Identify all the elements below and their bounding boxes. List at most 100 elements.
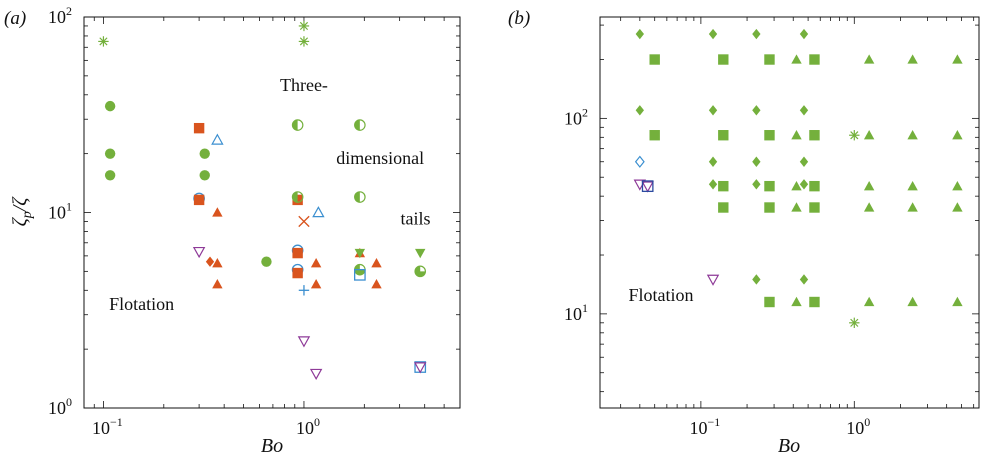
data-point-square-filled bbox=[809, 180, 820, 192]
data-point-diamond-filled bbox=[708, 156, 718, 167]
data-point-square-filled bbox=[193, 122, 205, 134]
tick-label: 10−1 bbox=[92, 415, 123, 438]
data-point-triangle-down-open bbox=[414, 362, 427, 374]
data-point-square-filled bbox=[764, 130, 775, 141]
data-point-triangle-up-filled bbox=[212, 207, 223, 217]
data-point-asterisk bbox=[849, 130, 860, 141]
data-point-triangle-down-open bbox=[309, 368, 323, 381]
data-point-circle-filled bbox=[104, 100, 116, 112]
data-point-triangle-up-filled bbox=[952, 180, 963, 191]
data-point-square-filled bbox=[193, 194, 205, 206]
data-point-asterisk bbox=[98, 36, 109, 47]
data-point-triangle-up-filled bbox=[212, 258, 223, 268]
data-point-triangle-down-open bbox=[706, 274, 720, 286]
data-point-diamond-filled bbox=[799, 28, 809, 40]
data-point-triangle-up-filled bbox=[863, 54, 875, 64]
data-point-triangle-up-filled bbox=[952, 54, 963, 64]
data-point-triangle-up-filled bbox=[907, 180, 918, 191]
data-point-square-filled bbox=[718, 180, 729, 192]
data-point-square-filled bbox=[764, 296, 775, 308]
tick-label: 101 bbox=[564, 301, 588, 324]
data-point-circle-half bbox=[354, 119, 366, 131]
data-point-triangle-up-filled bbox=[863, 202, 875, 212]
data-point-triangle-up-filled bbox=[907, 202, 918, 212]
data-point-triangle-up-filled bbox=[212, 278, 223, 289]
data-point-asterisk bbox=[298, 20, 310, 32]
data-point-triangle-up-filled bbox=[907, 130, 918, 140]
data-point-triangle-up-filled bbox=[907, 296, 918, 307]
data-point-asterisk bbox=[849, 317, 860, 329]
data-point-square-filled bbox=[292, 267, 303, 279]
data-point-square-filled bbox=[649, 54, 660, 65]
annotation: Three- bbox=[280, 75, 328, 95]
data-point-square-filled bbox=[649, 130, 660, 141]
panel-a-ylabel: ζp/ζ bbox=[9, 196, 35, 227]
data-point-triangle-up-filled bbox=[863, 296, 875, 307]
data-point-diamond-filled bbox=[708, 28, 718, 40]
data-point-square-filled bbox=[764, 202, 775, 213]
data-point-diamond-filled bbox=[708, 179, 718, 190]
data-point-triangle-up-filled bbox=[310, 278, 322, 289]
data-point-cross bbox=[298, 215, 310, 228]
annotation: dimensional bbox=[336, 148, 424, 168]
data-point-diamond-filled bbox=[799, 156, 809, 167]
data-point-diamond-filled bbox=[635, 28, 644, 40]
data-point-square-open bbox=[641, 180, 654, 193]
data-point-triangle-down-open bbox=[641, 181, 654, 193]
data-point-circle-half bbox=[291, 119, 304, 131]
data-point-diamond-filled bbox=[752, 179, 761, 190]
data-point-diamond-open bbox=[634, 155, 645, 168]
data-point-triangle-up-filled bbox=[791, 180, 802, 191]
panel-a-tick-labels: 10−1 100 100 101 102 bbox=[48, 4, 320, 438]
data-point-triangle-up-filled bbox=[952, 202, 963, 212]
data-point-triangle-up-open bbox=[312, 206, 325, 218]
panel-b-markers bbox=[633, 28, 963, 329]
data-point-diamond-filled bbox=[752, 274, 761, 285]
data-point-circle-half bbox=[354, 191, 366, 203]
data-point-triangle-up-filled bbox=[907, 54, 918, 64]
panel-b-tick-labels: 10−1 100 101 102 bbox=[564, 105, 870, 438]
tick-label: 101 bbox=[48, 200, 72, 223]
data-point-diamond-filled bbox=[799, 179, 809, 190]
data-point-triangle-up-open bbox=[211, 133, 224, 145]
panel-a: (a) 10−1 100 100 101 102 Three-dimensional ta… bbox=[4, 4, 461, 457]
annotation: Flotation bbox=[629, 285, 694, 305]
data-point-square-filled bbox=[809, 296, 820, 308]
data-point-diamond-filled bbox=[752, 105, 761, 116]
data-point-circle-filled bbox=[104, 148, 116, 159]
tick-label: 100 bbox=[48, 395, 72, 418]
data-point-triangle-down-open bbox=[192, 246, 206, 259]
data-point-circle-quarter bbox=[414, 265, 427, 278]
data-point-circle-filled bbox=[104, 170, 116, 181]
data-point-square-open bbox=[354, 268, 366, 281]
panel-b-axes-frame bbox=[599, 16, 980, 409]
annotation: tails bbox=[401, 209, 431, 229]
tick-label: 100 bbox=[296, 415, 320, 438]
data-point-triangle-up-filled bbox=[791, 202, 802, 212]
data-point-triangle-down-filled bbox=[415, 248, 426, 259]
panel-a-markers bbox=[98, 20, 427, 381]
data-point-square-filled bbox=[809, 54, 820, 65]
tick-label: 100 bbox=[846, 415, 870, 438]
panel-b-xlabel: Bo bbox=[778, 435, 800, 457]
data-point-triangle-up-filled bbox=[952, 130, 963, 140]
data-point-triangle-down-filled bbox=[354, 248, 366, 259]
data-point-square-filled bbox=[764, 54, 775, 65]
tick-label: 102 bbox=[564, 105, 588, 128]
data-point-diamond-filled bbox=[799, 274, 809, 285]
data-point-square-filled bbox=[764, 180, 775, 192]
data-point-square-filled bbox=[718, 54, 729, 65]
panel-b-label: (b) bbox=[508, 8, 530, 29]
panel-b-annotations: Flotation bbox=[629, 285, 694, 305]
tick-label: 10−1 bbox=[689, 415, 720, 438]
panel-a-ticks bbox=[83, 16, 461, 409]
data-point-triangle-up-filled bbox=[371, 278, 382, 289]
data-point-diamond-filled bbox=[205, 256, 215, 267]
data-point-triangle-up-filled bbox=[791, 296, 802, 307]
panel-a-label: (a) bbox=[4, 8, 26, 29]
data-point-triangle-up-filled bbox=[310, 258, 322, 268]
panel-b-ticks bbox=[600, 17, 979, 408]
panel-a-xlabel: Bo bbox=[261, 435, 283, 457]
data-point-asterisk bbox=[298, 36, 310, 47]
data-point-square-filled bbox=[809, 202, 820, 213]
